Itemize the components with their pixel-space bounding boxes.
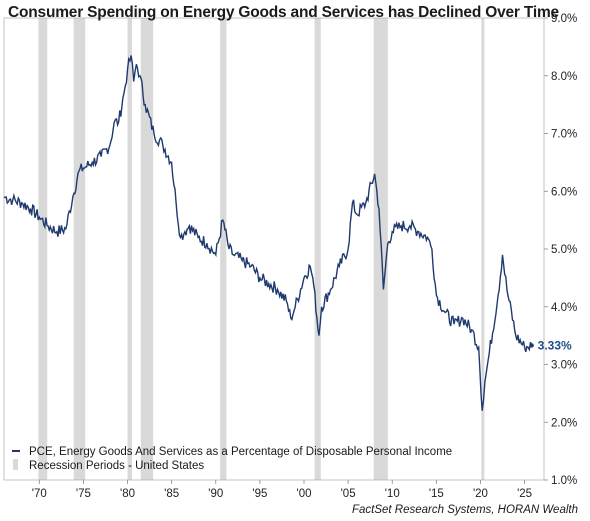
x-tick-label: '20 [473,488,488,500]
x-axis: '70 '75 '80 '85 '90 '95 '00 '05 '10 '15 '20 '25 [32,480,532,500]
y-tick-label: 5.0% [551,244,577,256]
y-tick-label: 4.0% [551,302,577,314]
x-tick-label: '80 [120,488,135,500]
y-tick-label: 3.0% [551,360,577,372]
end-value-label: 3.33% [538,338,572,352]
y-tick-label: 8.0% [551,71,577,83]
x-tick-label: '70 [32,488,47,500]
recession-band-1 [38,18,48,480]
x-tick-label: '10 [385,488,400,500]
y-tick-label: 9.0% [551,13,577,25]
y-tick-label: 2.0% [551,417,577,429]
x-tick-label: '25 [517,488,532,500]
y-tick-label: 6.0% [551,186,577,198]
source-note: FactSet Research Systems, HORAN Wealth [352,504,578,516]
recession-band-3 [127,18,132,480]
y-axis: 1.0% 2.0% 3.0% 4.0% 5.0% 6.0% 7.0% 8.0% 9.0% [544,13,577,487]
x-tick-label: '00 [297,488,312,500]
end-marker: 3.33% [529,338,572,352]
x-tick-label: '05 [341,488,356,500]
end-point [529,343,534,348]
x-tick-label: '75 [76,488,91,500]
recession-bands [38,18,485,480]
series-line-pce-energy [3,55,533,411]
recession-band-2 [73,18,86,480]
x-tick-label: '15 [429,488,444,500]
legend-bar-swatch [13,459,18,470]
y-tick-label: 1.0% [551,475,577,487]
chart-title: Consumer Spending on Energy Goods and Se… [8,4,559,21]
x-tick-label: '90 [208,488,223,500]
legend: PCE, Energy Goods And Services as a Perc… [12,446,452,472]
recession-band-5 [220,18,227,480]
recession-band-4 [140,18,154,480]
y-tick-label: 7.0% [551,129,577,141]
x-tick-label: '95 [252,488,267,500]
legend-label-series: PCE, Energy Goods And Services as a Perc… [29,446,452,458]
recession-band-8 [481,18,485,480]
legend-label-recession: Recession Periods - United States [29,460,204,472]
recession-band-6 [314,18,321,480]
x-tick-label: '85 [164,488,179,500]
